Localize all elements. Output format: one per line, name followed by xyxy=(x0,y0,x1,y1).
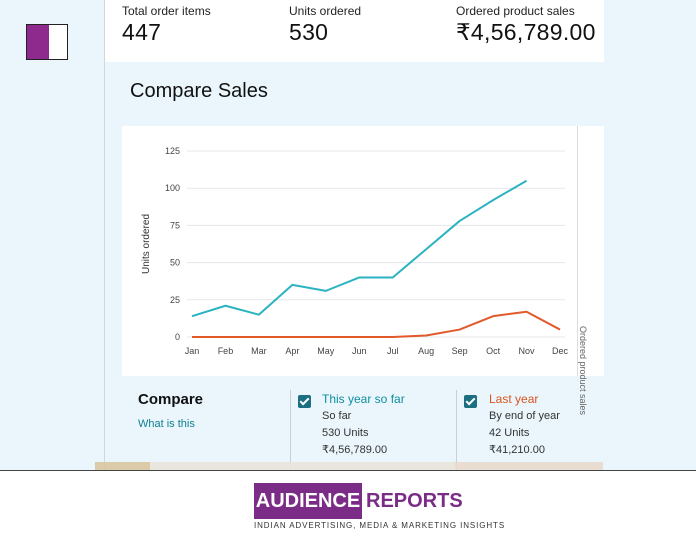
stat-label: Units ordered xyxy=(289,4,362,18)
x-tick-label: Feb xyxy=(218,346,234,356)
this-year-checkbox[interactable] xyxy=(298,395,311,408)
x-tick-label: Jul xyxy=(387,346,399,356)
series-subtitle: So far xyxy=(322,410,352,422)
brand-logo: AUDIENCE xyxy=(254,483,362,519)
compare-section: Compare What is this This year so far So… xyxy=(105,376,604,470)
stat-value: 447 xyxy=(122,19,162,45)
stat-value: 530 xyxy=(289,19,329,45)
y-tick-label: 50 xyxy=(170,258,180,268)
x-tick-label: Aug xyxy=(418,346,434,356)
series-sales: ₹41,210.00 xyxy=(489,444,545,456)
x-tick-label: Nov xyxy=(519,346,536,356)
chart-card: 0 25 50 75 100 125 Jan Feb Mar Apr May Jun Jul Aug Sep… xyxy=(122,126,577,376)
y-tick-label: 25 xyxy=(170,295,180,305)
brand-tagline: INDIAN ADVERTISING, MEDIA & MARKETING IN… xyxy=(254,521,506,530)
series-subtitle: By end of year xyxy=(489,410,560,422)
y-axis-label: Units ordered xyxy=(141,214,152,274)
series-units: 530 Units xyxy=(322,427,369,439)
series-units: 42 Units xyxy=(489,427,530,439)
x-tick-label: Jun xyxy=(352,346,367,356)
thumbnail-strip xyxy=(95,462,603,470)
divider xyxy=(290,390,291,470)
compare-heading: Compare xyxy=(138,391,204,408)
footer-divider xyxy=(0,470,696,471)
app-icon[interactable] xyxy=(26,24,68,60)
chart-card-secondary: Ordered product sales xyxy=(577,126,605,415)
series-line xyxy=(191,179,528,318)
left-sidebar xyxy=(0,0,105,470)
series-sales: ₹4,56,789.00 xyxy=(322,444,388,456)
x-tick-label: Dec xyxy=(552,346,569,356)
stat-label: Total order items xyxy=(122,4,211,18)
x-tick-label: Apr xyxy=(285,346,299,356)
right-panel xyxy=(604,0,696,470)
series-title: Last year xyxy=(489,392,539,406)
stat-units-ordered: Units ordered 530 xyxy=(289,4,361,46)
x-tick-label: Sep xyxy=(452,346,468,356)
stats-bar: Total order items 447 Units ordered 530 … xyxy=(105,0,604,62)
y-tick-label: 100 xyxy=(165,183,180,193)
x-tick-label: Jan xyxy=(185,346,200,356)
divider xyxy=(456,390,457,470)
x-tick-label: May xyxy=(317,346,335,356)
stat-label: Ordered product sales xyxy=(456,4,575,18)
stat-ordered-product-sales: Ordered product sales ₹4,56,789.00 xyxy=(456,4,596,46)
brand-logo-right: REPORTS xyxy=(366,490,463,512)
this-year-series: This year so far So far 530 Units ₹4,56,… xyxy=(322,391,405,459)
y-tick-label: 75 xyxy=(170,220,180,230)
what-is-this-link[interactable]: What is this xyxy=(138,418,195,430)
stat-total-order-items: Total order items 447 xyxy=(122,4,211,46)
x-tick-label: Mar xyxy=(251,346,267,356)
stat-value: ₹4,56,789.00 xyxy=(456,19,596,45)
series-line xyxy=(192,310,561,338)
y-tick-label: 125 xyxy=(165,146,180,156)
last-year-series: Last year By end of year 42 Units ₹41,21… xyxy=(489,391,560,459)
main-panel: Total order items 447 Units ordered 530 … xyxy=(105,0,605,470)
units-line-chart: 0 25 50 75 100 125 Jan Feb Mar Apr May Jun Jul Aug Sep… xyxy=(141,146,569,356)
series-title: This year so far xyxy=(322,392,405,406)
x-tick-label: Oct xyxy=(486,346,501,356)
compare-sales-title: Compare Sales xyxy=(130,80,268,102)
last-year-checkbox[interactable] xyxy=(464,395,477,408)
y-tick-label: 0 xyxy=(175,332,180,342)
